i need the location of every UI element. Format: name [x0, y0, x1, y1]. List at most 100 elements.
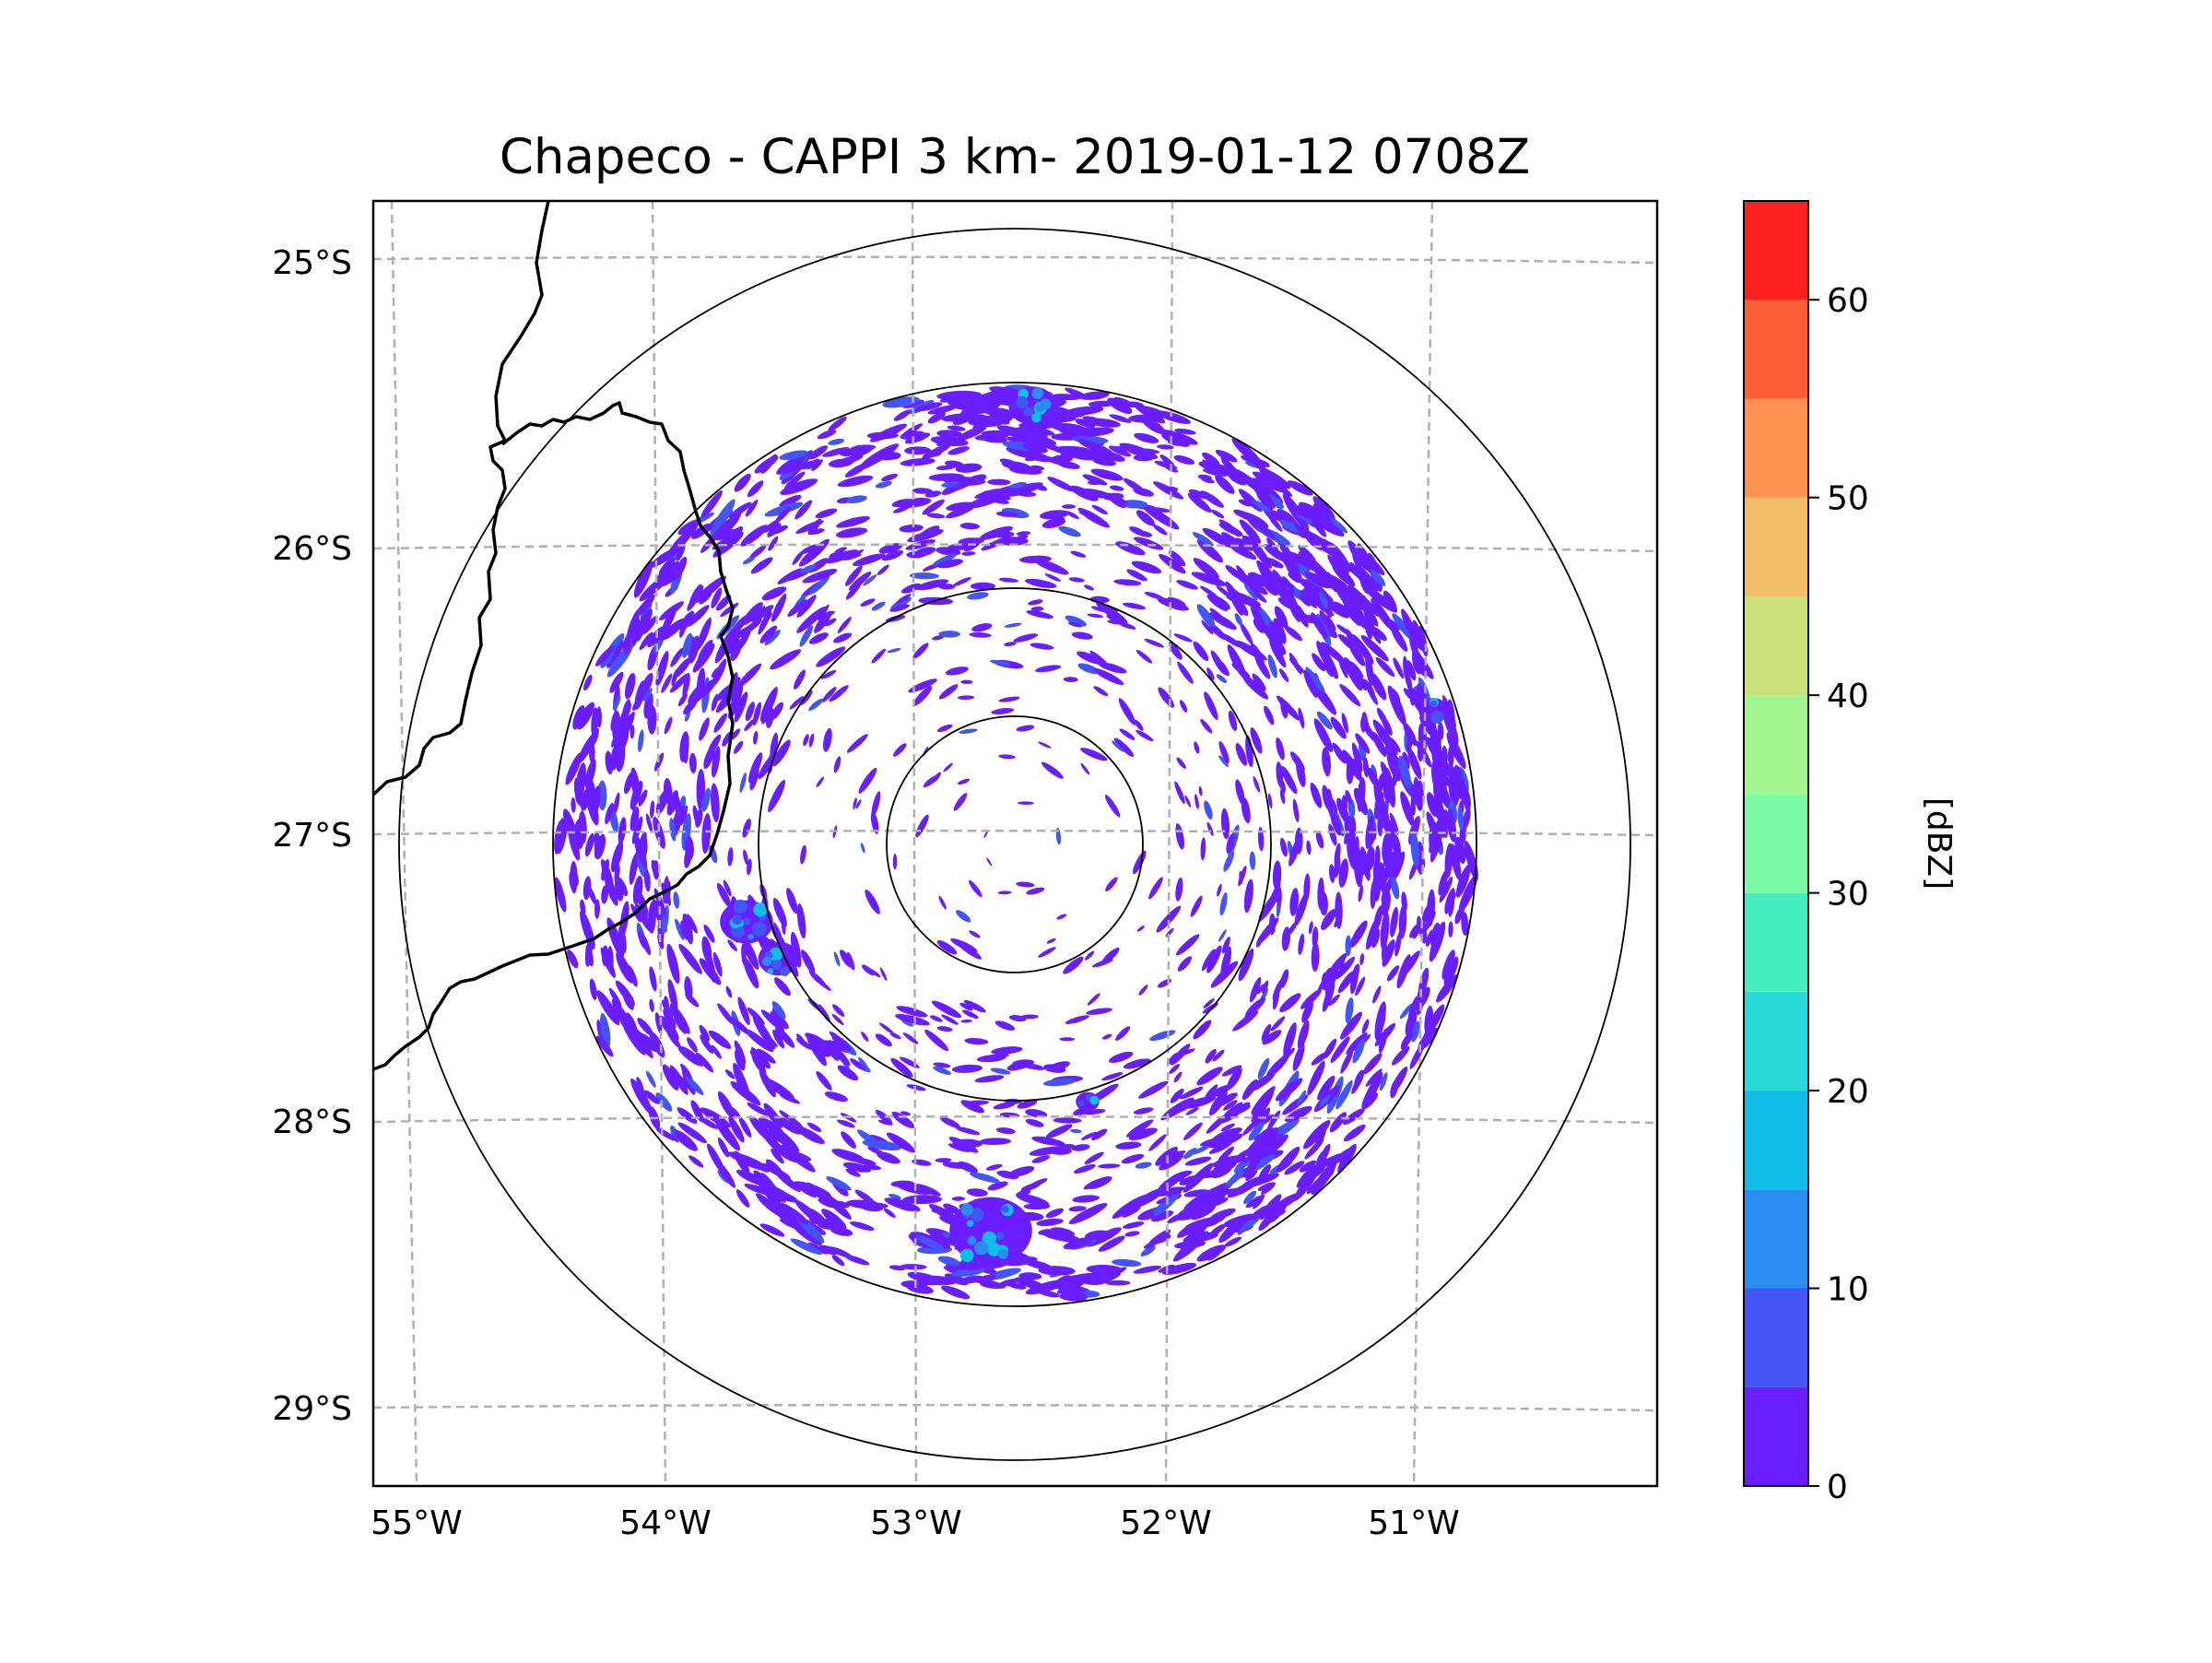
echo-cell: [633, 834, 648, 869]
echo-cell: [748, 545, 767, 560]
echo-cell: [808, 1044, 831, 1057]
echo-cell: [908, 678, 937, 693]
echo-cell: [986, 857, 993, 867]
echo-cell: [1135, 1162, 1152, 1169]
echo-cell: [947, 1143, 971, 1152]
echo-cell: [760, 1009, 785, 1032]
echo-core: [780, 966, 790, 977]
echo-cell: [1398, 904, 1407, 939]
echo-cell: [1221, 937, 1230, 954]
echo-cell: [1336, 624, 1351, 636]
lon-tick-label: 55°W: [371, 1504, 462, 1542]
echo-cell: [1038, 741, 1052, 749]
echo-cell: [1398, 755, 1412, 789]
echo-cell: [842, 1162, 872, 1173]
echo-cell: [1276, 550, 1300, 571]
echo-cell: [624, 638, 631, 655]
echo-cell: [1407, 748, 1422, 780]
echo-cell: [995, 1126, 1016, 1135]
echo-cell: [1026, 610, 1053, 619]
echo-cell: [656, 560, 680, 581]
echo-core: [753, 902, 768, 917]
echo-cell: [1261, 614, 1272, 631]
echo-cell: [1251, 1090, 1275, 1123]
echo-cell: [1133, 537, 1164, 550]
political-borders: [373, 201, 735, 1071]
echo-cell: [951, 1196, 965, 1201]
echo-cell: [1233, 509, 1252, 519]
echo-cell: [1299, 594, 1311, 607]
echo-cell: [1371, 731, 1387, 758]
echo-cell: [1148, 507, 1171, 513]
echo-cell: [1270, 1016, 1286, 1032]
echo-cell: [850, 1221, 875, 1232]
echo-cell: [638, 931, 649, 951]
echo-cell: [906, 1283, 934, 1294]
echo-cell: [794, 1199, 823, 1226]
echo-cell: [735, 1189, 750, 1208]
echo-cell: [878, 1022, 894, 1034]
colorbar-bin: [1744, 991, 1808, 1091]
echo-cell: [1185, 1107, 1199, 1115]
echo-cell: [875, 1033, 892, 1047]
echo-cell: [1072, 1195, 1100, 1203]
echo-cell: [1077, 651, 1103, 665]
echo-cell: [1005, 482, 1043, 497]
echo-cell: [638, 729, 644, 752]
echo-cell: [960, 679, 973, 685]
echo-cell: [987, 1181, 1008, 1191]
echo-cell: [750, 1046, 764, 1066]
echo-cell: [771, 1001, 786, 1020]
echo-cell: [935, 1158, 952, 1163]
echo-cell: [1223, 1100, 1238, 1111]
echo-cell: [1263, 557, 1284, 569]
echo-cell: [1249, 587, 1267, 603]
echo-cell: [1090, 606, 1108, 613]
echo-cell: [795, 520, 824, 534]
echo-cell: [981, 538, 1006, 551]
echo-cell: [1310, 515, 1327, 537]
echo-cell: [737, 997, 750, 1026]
echo-cell: [837, 1119, 855, 1128]
echo-cell: [1310, 782, 1323, 808]
echo-cell: [1205, 1049, 1217, 1064]
colorbar-bin: [1744, 1189, 1808, 1289]
echo-cell: [1446, 732, 1466, 769]
echo-cell: [723, 879, 732, 897]
echo-cell: [1029, 1146, 1064, 1156]
echo-cell: [957, 695, 975, 701]
echo-cell: [699, 1024, 710, 1042]
echo-cell: [927, 411, 946, 424]
echo-cell: [1391, 689, 1401, 702]
echo-cell: [976, 1054, 1006, 1063]
echo-cell: [997, 1279, 1019, 1287]
echo-cell: [1245, 1194, 1265, 1209]
echo-cell: [806, 1122, 822, 1132]
echo-cell: [701, 787, 711, 812]
echo-cell: [1038, 1266, 1076, 1276]
echo-cell: [1077, 507, 1111, 528]
echo-cell: [679, 614, 688, 638]
echo-cell: [946, 501, 974, 512]
echo-cell: [1347, 584, 1371, 609]
echo-cell: [1218, 632, 1243, 648]
echo-cell: [1225, 1170, 1245, 1187]
echo-cell: [636, 890, 649, 917]
echo-cell: [943, 762, 953, 773]
echo-cell: [947, 446, 970, 455]
echo-cell: [742, 556, 756, 565]
map-frame: [371, 199, 1659, 1488]
echo-cell: [582, 876, 592, 901]
echo-cell: [1135, 510, 1156, 526]
echo-cell: [875, 480, 892, 489]
echo-cell: [967, 494, 1003, 509]
echo-cell: [1342, 1108, 1365, 1126]
echo-cell: [860, 1202, 888, 1209]
echo-cell: [610, 640, 624, 666]
echo-cell: [808, 733, 815, 748]
echo-cell: [1258, 889, 1281, 922]
echo-cell: [1335, 956, 1356, 980]
echo-cell: [821, 687, 837, 702]
echo-cell: [1200, 837, 1206, 861]
